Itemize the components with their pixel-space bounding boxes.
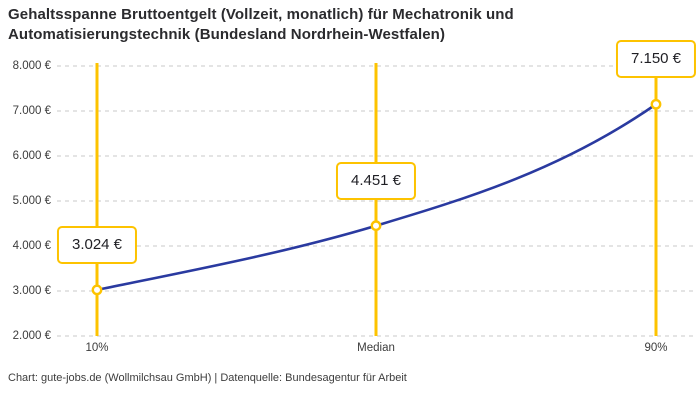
value-label-Median: 4.451 €	[335, 161, 417, 200]
data-point-90%[interactable]	[650, 98, 662, 110]
chart-title: Gehaltsspanne Bruttoentgelt (Vollzeit, m…	[8, 6, 514, 43]
data-point-10%[interactable]	[91, 284, 103, 296]
x-axis-tick-label: 90%	[644, 342, 668, 354]
y-axis-tick-label: 7.000 €	[12, 105, 51, 117]
value-label-90%: 7.150 €	[615, 40, 697, 79]
y-axis-tick-label: 5.000 €	[12, 195, 51, 207]
attribution-note: Chart: gute-jobs.de (Wollmilchsau GmbH) …	[8, 372, 407, 384]
y-axis-tick-label: 6.000 €	[12, 150, 51, 162]
data-point-Median[interactable]	[370, 220, 382, 232]
x-axis-tick-label: Median	[357, 342, 395, 354]
y-axis-tick-label: 4.000 €	[12, 240, 51, 252]
x-axis-tick-label: 10%	[85, 342, 109, 354]
y-axis-tick-label: 2.000 €	[12, 330, 51, 342]
y-axis-tick-label: 8.000 €	[12, 60, 51, 72]
y-axis-tick-label: 3.000 €	[12, 285, 51, 297]
value-label-10%: 3.024 €	[56, 225, 138, 264]
